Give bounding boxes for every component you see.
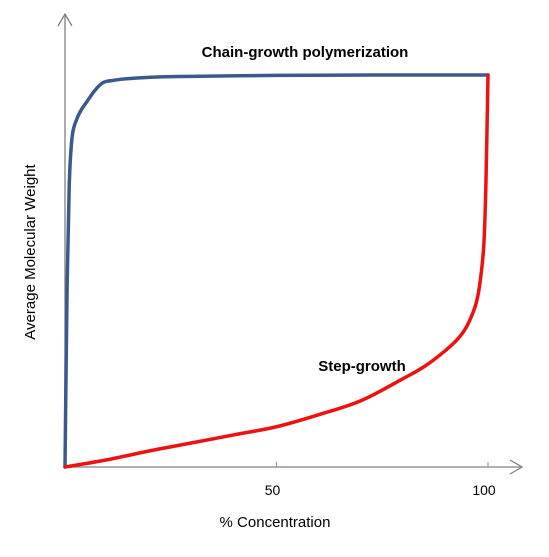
step-growth-line [63, 73, 490, 469]
y-axis-arrow [57, 12, 73, 27]
x-tick-label-50: 50 [265, 482, 281, 498]
axes [57, 12, 524, 475]
x-tick-label-100: 100 [472, 482, 496, 498]
x-ticks: 50 100 [265, 462, 496, 498]
chain-growth-line [63, 73, 490, 469]
chain-growth-label: Chain-growth polymerization [202, 44, 409, 61]
x-axis-arrow [509, 459, 524, 475]
y-axis-title: Average Molecular Weight [22, 163, 39, 339]
x-axis-title: % Concentration [220, 514, 331, 531]
series-lines [63, 73, 490, 469]
step-growth-label: Step-growth [318, 358, 406, 375]
